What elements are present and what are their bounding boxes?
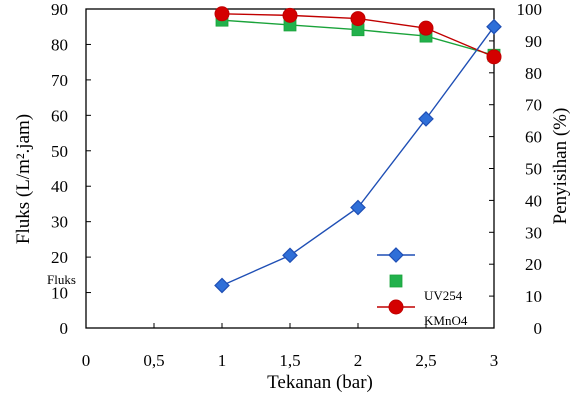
- plot-frame: [85, 8, 495, 329]
- legend-marker-kmno4: [388, 299, 404, 315]
- x-tick-label: 0: [82, 351, 91, 370]
- series-layer: [214, 6, 502, 294]
- right-tick-label: 10: [525, 287, 542, 306]
- x-tick-label: 1: [218, 351, 227, 370]
- x-tick-label: 2,5: [415, 351, 436, 370]
- legend-item-uv254: UV254: [389, 274, 463, 303]
- left-tick-label: 80: [51, 35, 68, 54]
- series-kmno4: [214, 6, 502, 65]
- fluks-point: [418, 111, 434, 127]
- left-tick-label: 10: [51, 284, 68, 303]
- x-tick-label: 2: [354, 351, 363, 370]
- right-tick-label: 60: [525, 128, 542, 147]
- kmno4-point: [282, 7, 298, 23]
- x-tick-label: 0,5: [143, 351, 164, 370]
- x-tick-label: 3: [490, 351, 499, 370]
- right-tick-label: 0: [534, 319, 543, 338]
- kmno4-point: [214, 6, 230, 22]
- right-axis-ticks: 0 10 20 30 40 50 60 70 80 90 100: [489, 0, 542, 338]
- kmno4-point: [350, 11, 366, 27]
- left-tick-label: 60: [51, 106, 68, 125]
- left-tick-label: 90: [51, 0, 68, 19]
- axes: [85, 8, 495, 329]
- left-tick-label: 50: [51, 142, 68, 161]
- fluks-point: [350, 199, 366, 216]
- series-fluks: [214, 18, 502, 294]
- legend-marker-uv254: [389, 274, 403, 288]
- right-tick-label: 100: [517, 0, 543, 19]
- left-tick-label: 20: [51, 248, 68, 267]
- right-tick-label: 80: [525, 64, 542, 83]
- kmno4-point: [418, 20, 434, 36]
- legend-label-uv254: UV254: [424, 288, 463, 303]
- stray-fluks-label: Fluks: [47, 272, 76, 287]
- left-tick-label: 40: [51, 177, 68, 196]
- left-tick-label: 0: [60, 319, 69, 338]
- right-tick-label: 50: [525, 160, 542, 179]
- right-tick-label: 40: [525, 191, 542, 210]
- left-tick-label: 30: [51, 213, 68, 232]
- kmno4-point: [486, 49, 502, 65]
- legend: UV254 KMnO4: [377, 247, 468, 328]
- fluks-point: [282, 247, 298, 264]
- legend-label-kmno4: KMnO4: [424, 313, 468, 328]
- left-tick-label: 70: [51, 71, 68, 90]
- fluks-point: [214, 277, 230, 294]
- left-axis-title: Fluks (L/m².jam): [13, 114, 34, 244]
- fluks-line: [221, 26, 495, 287]
- right-tick-label: 20: [525, 255, 542, 274]
- x-axis-ticks: 0 0,5 1 1,5 2 2,5 3: [82, 323, 499, 370]
- fluks-point: [486, 18, 502, 35]
- legend-item-kmno4: KMnO4: [377, 299, 468, 328]
- right-tick-label: 30: [525, 223, 542, 242]
- legend-marker-fluks: [388, 247, 404, 263]
- right-tick-label: 90: [525, 32, 542, 51]
- right-axis-title: Penyisihan (%): [550, 108, 571, 225]
- x-tick-label: 1,5: [279, 351, 300, 370]
- left-axis-ticks: 0 10 20 30 40 50 60 70 80 90: [51, 0, 91, 338]
- legend-item-fluks: [377, 247, 415, 263]
- x-axis-title: Tekanan (bar): [267, 372, 373, 393]
- right-tick-label: 70: [525, 96, 542, 115]
